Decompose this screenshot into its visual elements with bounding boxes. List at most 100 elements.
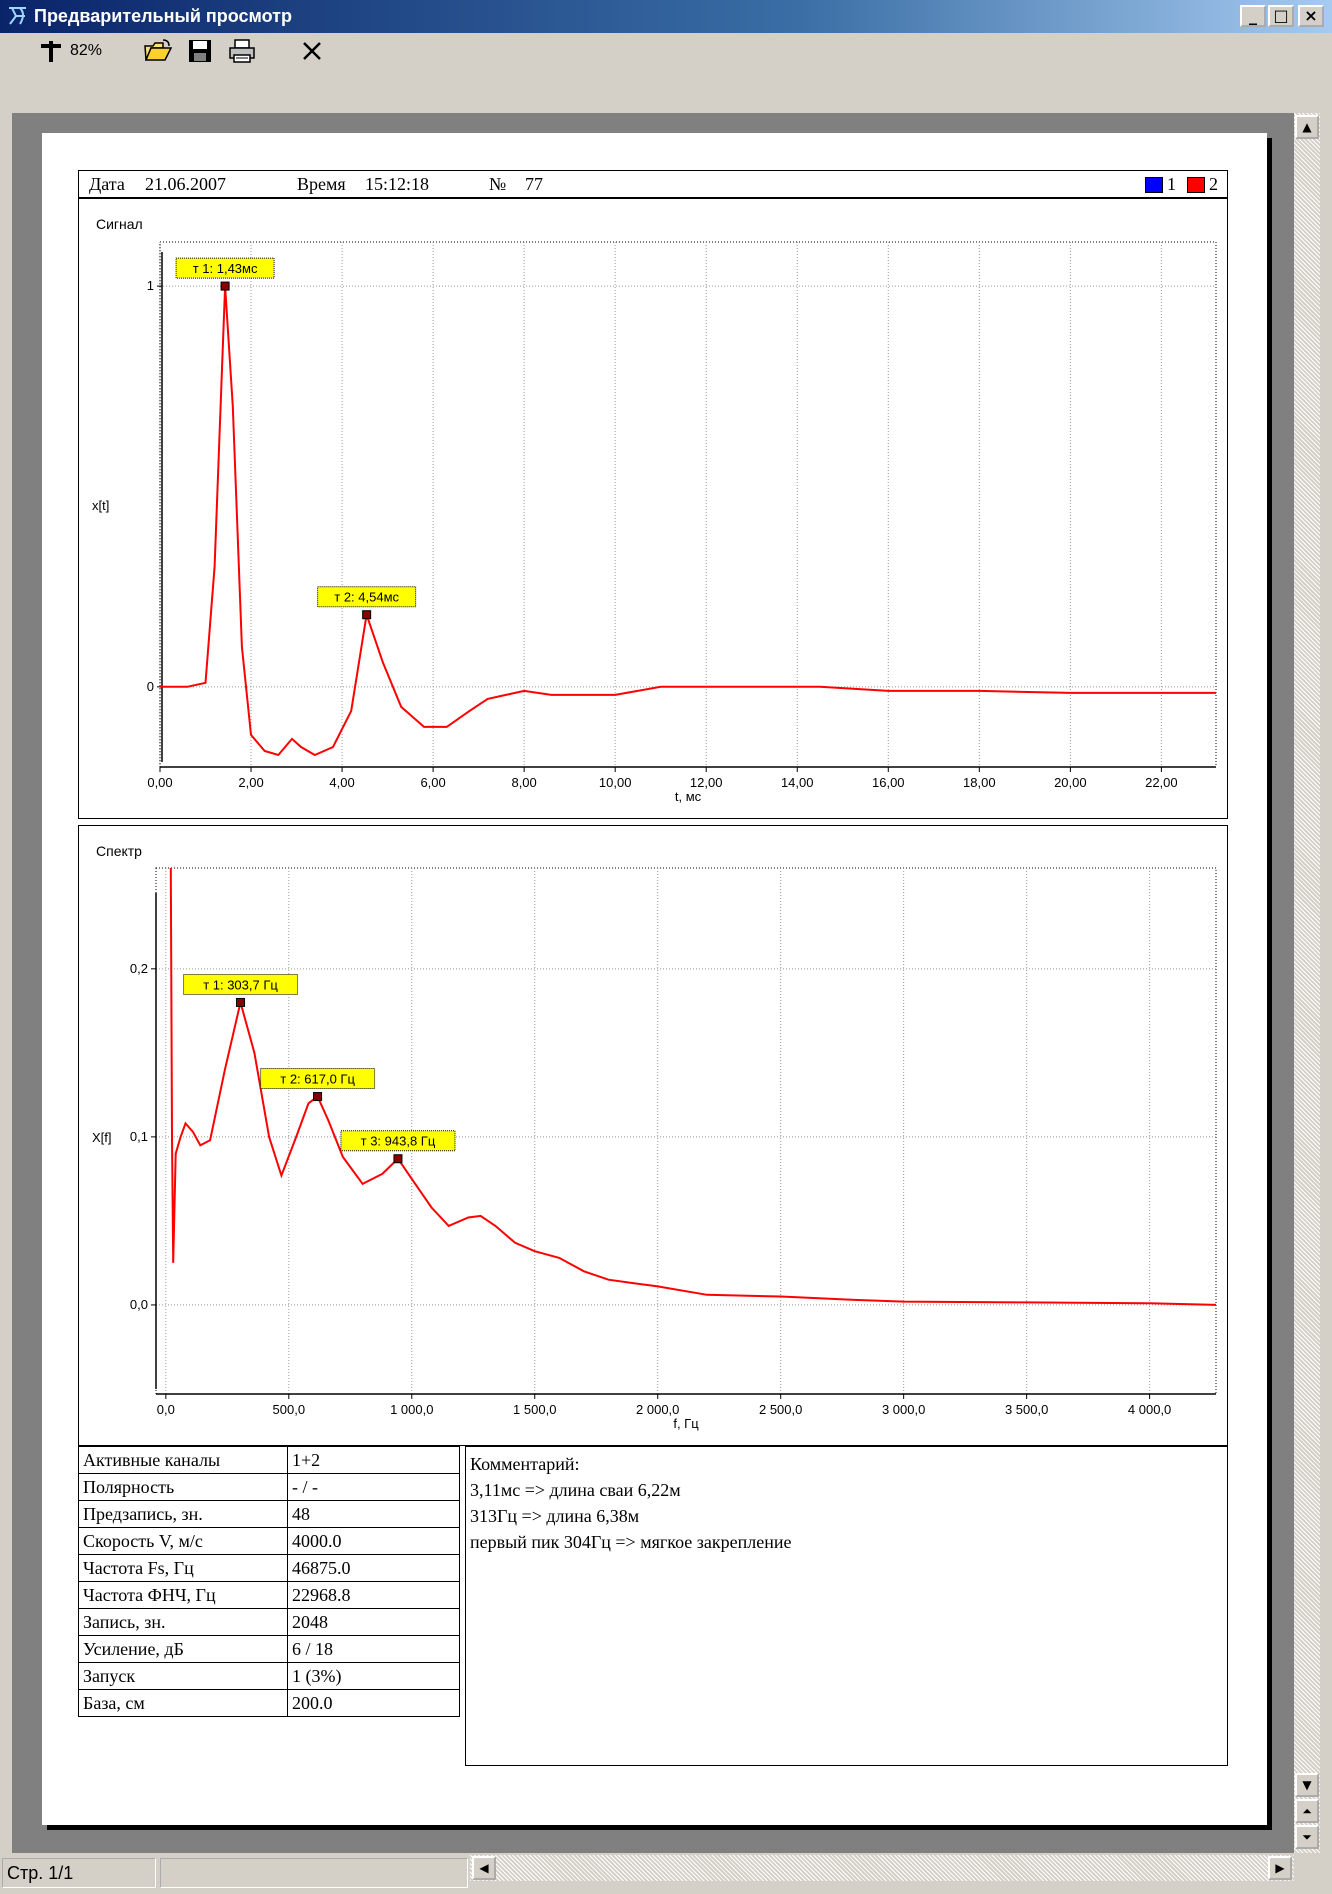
maximize-button[interactable]: □ [1268, 5, 1294, 27]
signal-chart-title: Сигнал [96, 216, 143, 232]
page-down-button[interactable]: ⏷ [1295, 1825, 1319, 1849]
y-axis-label: X[f] [92, 1130, 112, 1145]
param-name: Запись, зн. [78, 1608, 288, 1636]
comment-line-1: 3,11мс => длина сваи 6,22м [470, 1480, 681, 1500]
comment-title: Комментарий: [470, 1454, 580, 1474]
open-button[interactable] [140, 36, 176, 66]
param-name: Запуск [78, 1662, 288, 1690]
param-name: Частота Fs, Гц [78, 1554, 288, 1582]
scroll-down-button[interactable]: ▼ [1295, 1773, 1319, 1797]
window-title: Предварительный просмотр [34, 6, 292, 26]
param-row: Частота ФНЧ, Гц 22968.8 [78, 1581, 460, 1609]
x-tick-label: 2 500,0 [759, 1402, 802, 1417]
y-tick-label: 1 [147, 278, 154, 293]
param-row: Усиление, дБ 6 / 18 [78, 1635, 460, 1663]
y-tick-label: 0 [147, 679, 154, 694]
time-value: 15:12:18 [365, 174, 430, 194]
x-tick-label: 18,00 [963, 775, 996, 790]
x-tick-label: 14,00 [781, 775, 814, 790]
param-value: 22968.8 [287, 1581, 460, 1609]
marker-label-bg [175, 257, 275, 279]
scroll-left-button[interactable]: ◀ [472, 1856, 496, 1880]
param-name: Полярность [78, 1473, 288, 1501]
peak-marker [393, 1154, 403, 1164]
param-value: 1 (3%) [287, 1662, 460, 1690]
x-axis-label: f, Гц [673, 1416, 699, 1431]
param-row: Запись, зн. 2048 [78, 1608, 460, 1636]
y-axis-label: x[t] [92, 498, 109, 513]
series-line [160, 286, 1216, 757]
marker-label-text: т 2: 4,54мс [334, 590, 399, 605]
marker-label-bg [317, 586, 417, 608]
param-row: Запуск 1 (3%) [78, 1662, 460, 1690]
app-icon [9, 7, 26, 25]
x-tick-label: 20,00 [1054, 775, 1087, 790]
marker-label-text: т 2: 617,0 Гц [280, 1072, 355, 1087]
open-folder-icon [144, 39, 173, 61]
page-indicator: Стр. 1/1 [2, 1858, 156, 1888]
marker-label-bg [340, 1130, 456, 1152]
marker-label: т 2: 4,54мс [317, 586, 417, 608]
marker-label-bg [183, 973, 299, 995]
vertical-scrollbar[interactable] [1294, 113, 1320, 1853]
save-button[interactable] [182, 36, 218, 66]
spectrum-chart-title: Спектр [96, 843, 142, 859]
comment-line-2: 313Гц => длина 6,38м [470, 1506, 640, 1526]
x-tick-label: 1 500,0 [513, 1402, 556, 1417]
horizontal-scrollbar[interactable] [470, 1855, 1294, 1881]
legend-swatch-1 [1145, 177, 1163, 193]
zoom-control[interactable]: 82% [20, 36, 120, 66]
x-tick-label: 0,00 [147, 775, 172, 790]
time-label: Время [297, 174, 346, 194]
floppy-disk-icon [189, 40, 211, 62]
param-row: Скорость V, м/с 4000.0 [78, 1527, 460, 1555]
param-value: - / - [287, 1473, 460, 1501]
x-tick-label: 22,00 [1145, 775, 1178, 790]
close-preview-button[interactable] [296, 36, 328, 66]
marker-label-text: т 3: 943,8 Гц [361, 1134, 436, 1149]
zoom-icon [40, 41, 61, 62]
series-line [169, 867, 1217, 1306]
x-tick-label: 6,00 [420, 775, 445, 790]
marker-label: т 2: 617,0 Гц [260, 1068, 376, 1090]
marker-label-text: т 1: 303,7 Гц [203, 977, 278, 992]
number-label: № [489, 174, 507, 194]
status-panel-empty [160, 1858, 468, 1888]
x-tick-label: 1 000,0 [390, 1402, 433, 1417]
y-tick-label: 0,2 [130, 961, 148, 976]
comment-line-3: первый пик 304Гц => мягкое закрепление [470, 1532, 792, 1552]
marker-label-bg [260, 1068, 376, 1090]
x-tick-label: 3 000,0 [882, 1402, 925, 1417]
plot-area [159, 241, 1217, 768]
marker-label: т 3: 943,8 Гц [340, 1130, 456, 1152]
param-name: База, см [78, 1689, 288, 1717]
peak-marker [362, 610, 372, 620]
scroll-up-button[interactable]: ▲ [1295, 115, 1319, 139]
param-value: 48 [287, 1500, 460, 1528]
page-up-button[interactable]: ⏶ [1295, 1799, 1319, 1823]
minimize-button[interactable]: _ [1240, 5, 1266, 27]
param-value: 46875.0 [287, 1554, 460, 1582]
close-button[interactable]: × [1298, 5, 1324, 27]
param-value: 200.0 [287, 1689, 460, 1717]
x-tick-label: 2 000,0 [636, 1402, 679, 1417]
number-value: 77 [525, 174, 543, 194]
signal-chart: 0,00 2,00 4,00 6,00 8,00 10,00 12,00 14,00 16,00… [92, 241, 1217, 804]
print-button[interactable] [224, 36, 260, 66]
spectrum-chart-frame [78, 825, 1228, 1446]
scroll-right-button[interactable]: ▶ [1268, 1856, 1292, 1880]
x-tick-label: 500,0 [273, 1402, 306, 1417]
x-tick-label: 4,00 [329, 775, 354, 790]
spectrum-chart: 0,0 500,0 1 000,0 1 500,0 2 000,0 2 500,0 3 00… [92, 867, 1217, 1431]
param-name: Предзапись, зн. [78, 1500, 288, 1528]
x-tick-label: 0,0 [157, 1402, 175, 1417]
param-value: 2048 [287, 1608, 460, 1636]
legend-label-2: 2 [1209, 174, 1218, 194]
param-row: Предзапись, зн. 48 [78, 1500, 460, 1528]
x-tick-label: 8,00 [511, 775, 536, 790]
x-tick-label: 10,00 [599, 775, 632, 790]
param-row: Частота Fs, Гц 46875.0 [78, 1554, 460, 1582]
param-name: Усиление, дБ [78, 1635, 288, 1663]
legend-label-1: 1 [1167, 174, 1176, 194]
x-tick-label: 4 000,0 [1128, 1402, 1171, 1417]
